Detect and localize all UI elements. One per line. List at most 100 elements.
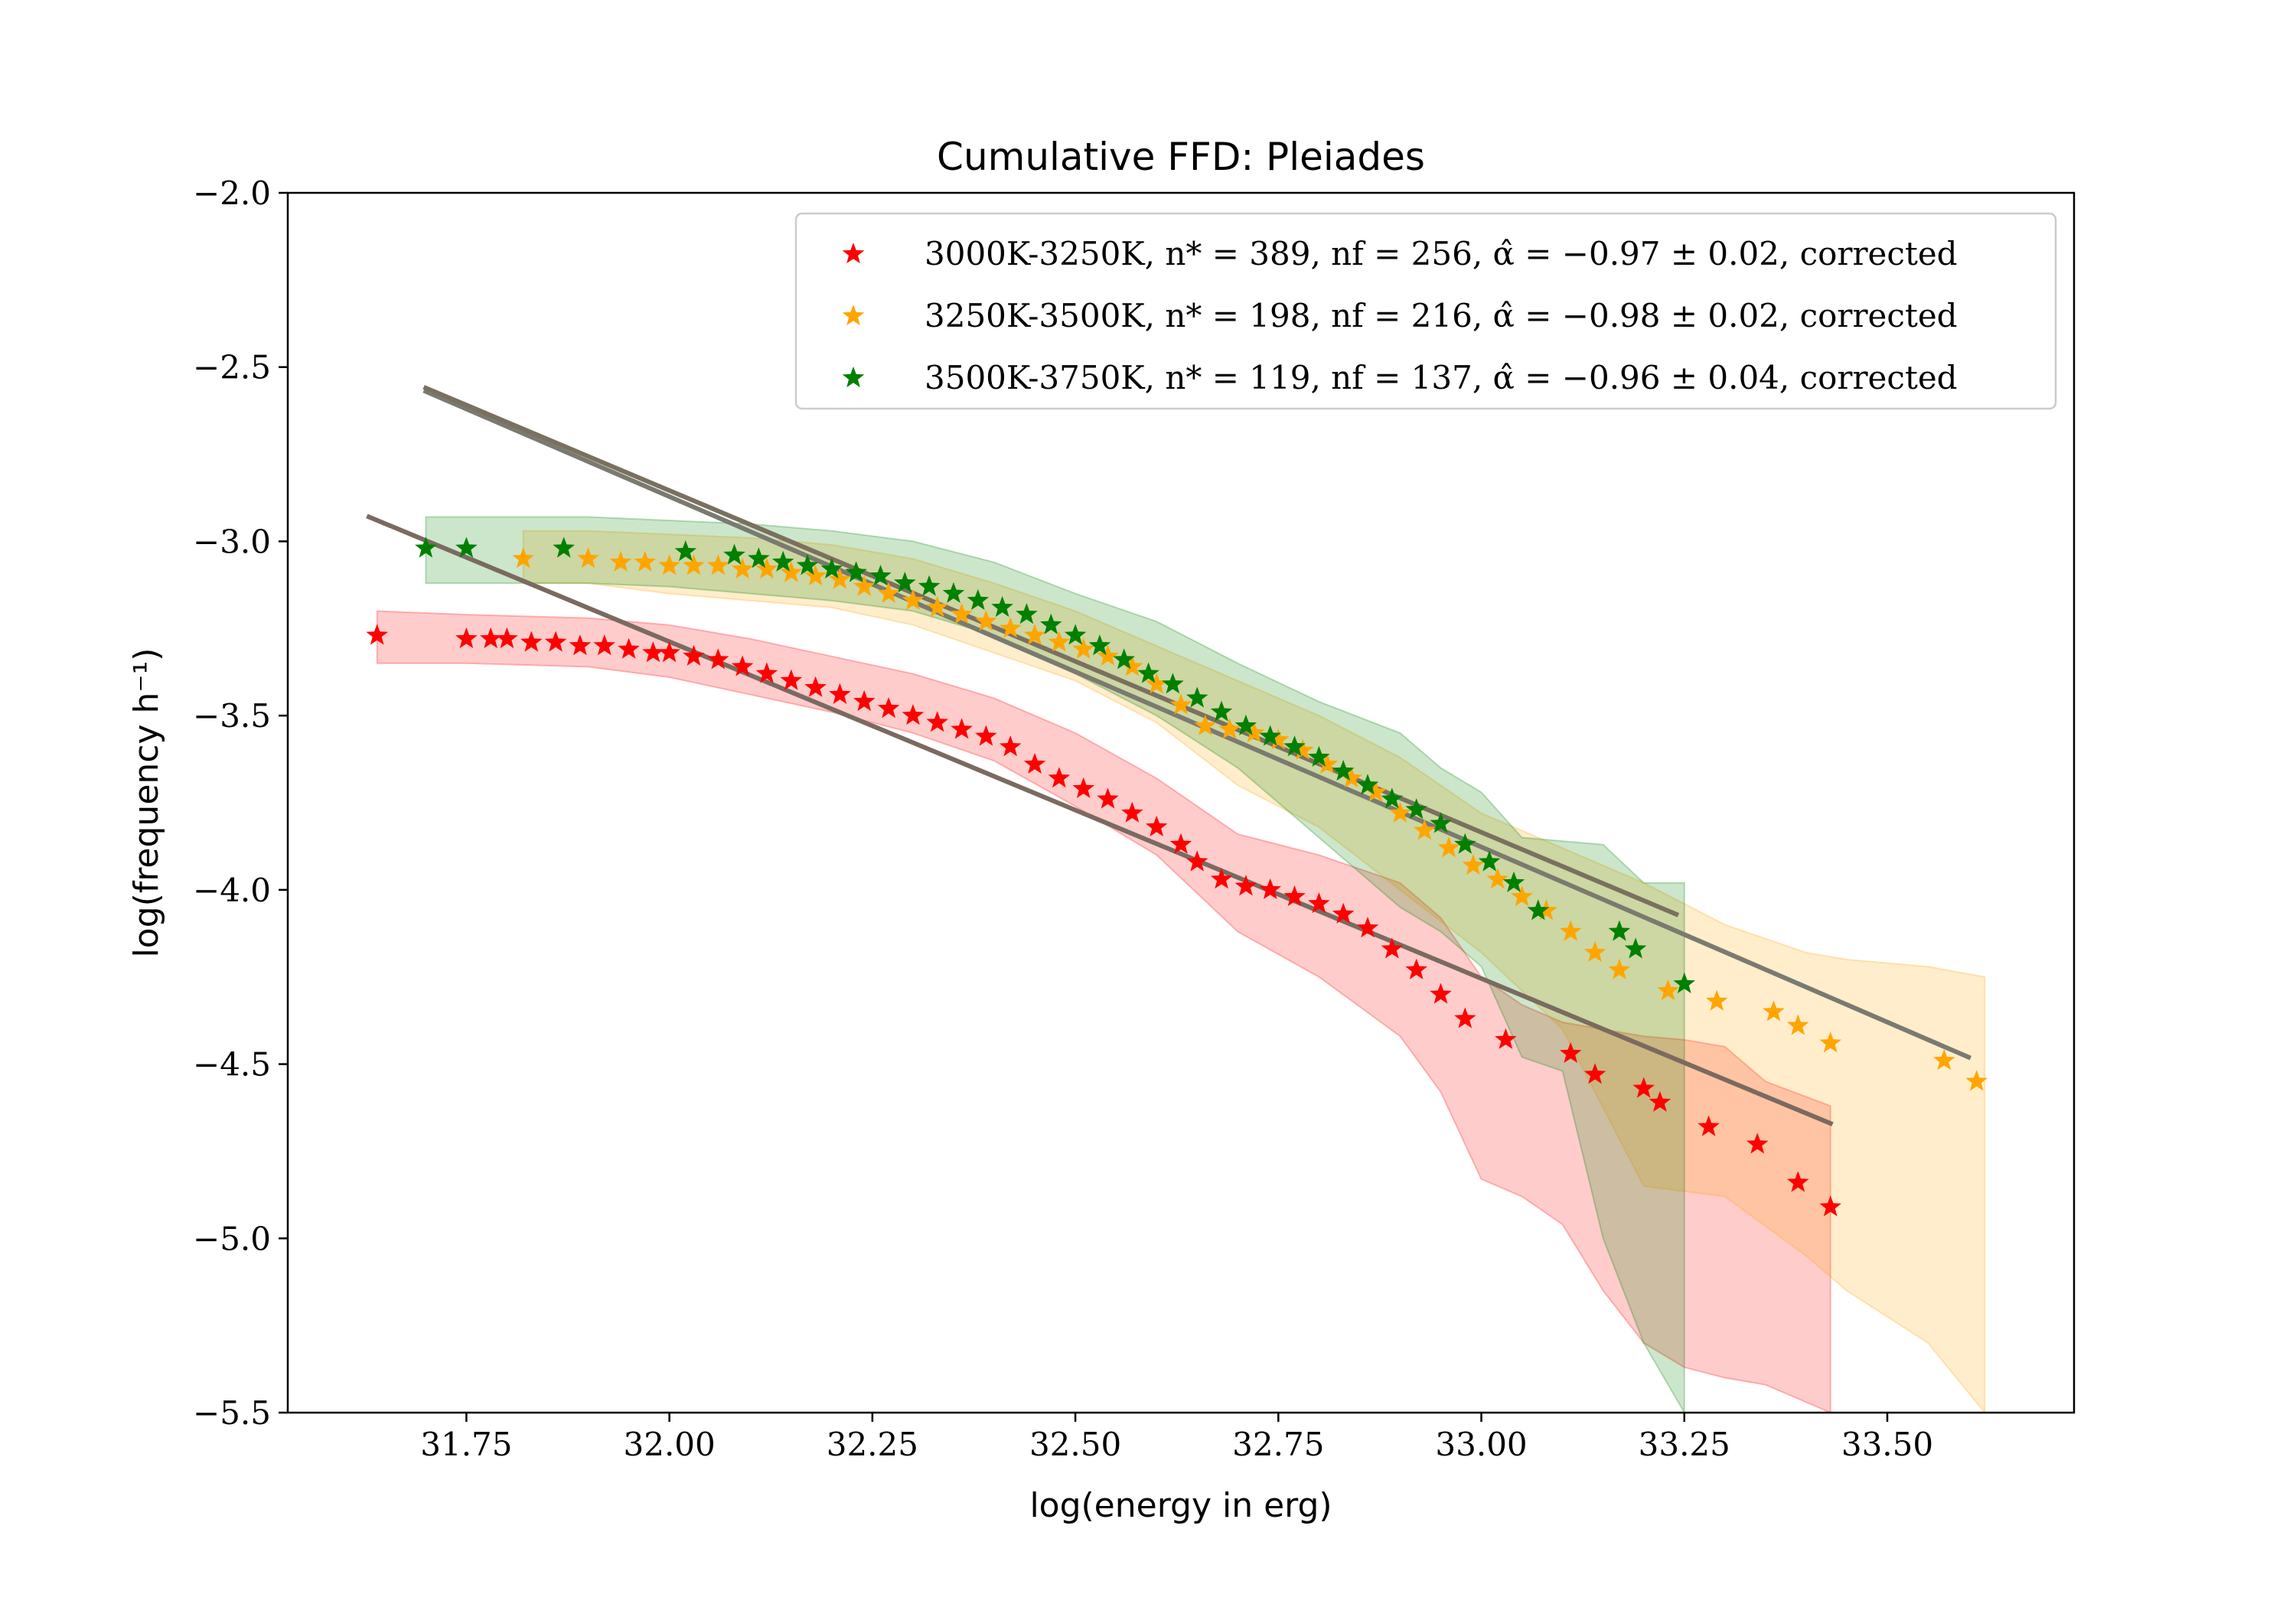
legend-label-0: 3000K-3250K, n* = 389, nf = 256, α̂ = −0… — [925, 235, 1958, 272]
series-2-point-26 — [1259, 725, 1281, 746]
series-2-point-37 — [1527, 899, 1550, 921]
series-1-point-29 — [1267, 729, 1290, 750]
series-2-point-7 — [796, 554, 819, 575]
series-1-point-2 — [609, 550, 632, 572]
series-2-point-18 — [1064, 624, 1087, 645]
series-0-point-9 — [642, 641, 664, 663]
series-0-point-41 — [1405, 958, 1427, 980]
series-0-point-38 — [1332, 902, 1355, 924]
series-1-point-10 — [804, 565, 827, 586]
x-tick-label-7: 33.50 — [1841, 1426, 1933, 1463]
series-2-point-39 — [1624, 937, 1647, 959]
x-tick-label-6: 33.25 — [1639, 1426, 1730, 1463]
series-1-point-9 — [780, 561, 802, 582]
series-1-point-16 — [951, 603, 973, 624]
series-0-point-49 — [1698, 1115, 1720, 1136]
series-1-point-40 — [1535, 899, 1557, 921]
series-0-point-23 — [975, 725, 997, 746]
series-1-point-5 — [683, 554, 705, 575]
series-0-point-33 — [1210, 868, 1233, 889]
series-1-point-28 — [1243, 721, 1265, 742]
legend-marker-0 — [842, 243, 865, 264]
series-2-point-15 — [991, 596, 1013, 618]
series-0-point-11 — [683, 644, 705, 666]
series-0-point-24 — [999, 735, 1022, 757]
band-2 — [425, 516, 1685, 1413]
series-2-point-28 — [1308, 745, 1330, 767]
series-0-point-36 — [1283, 885, 1306, 907]
series-2-point-0 — [415, 536, 437, 558]
series-1-point-34 — [1389, 801, 1411, 823]
series-0-point-4 — [520, 631, 543, 652]
series-2-point-17 — [1040, 613, 1062, 634]
y-tick-label-0: −2.0 — [193, 174, 271, 212]
series-2-point-30 — [1356, 774, 1379, 795]
series-2-point-25 — [1234, 714, 1257, 735]
series-2-point-40 — [1673, 972, 1695, 993]
series-0-point-48 — [1649, 1090, 1671, 1112]
y-tick-label-6: −5.0 — [193, 1220, 271, 1257]
series-0-point-50 — [1746, 1133, 1769, 1154]
series-1-point-19 — [1023, 624, 1046, 645]
series-2-point-21 — [1137, 662, 1159, 683]
series-1-point-50 — [1965, 1070, 1988, 1091]
series-1-point-30 — [1291, 738, 1314, 760]
series-0-point-31 — [1169, 833, 1192, 854]
series-2-point-35 — [1478, 850, 1501, 872]
series-1-point-35 — [1414, 819, 1436, 840]
series-1-point-41 — [1560, 920, 1582, 941]
series-2-point-16 — [1016, 603, 1038, 624]
y-tick-label-5: −4.5 — [193, 1046, 271, 1084]
y-tick-label-1: −2.5 — [193, 349, 271, 386]
series-2-point-19 — [1088, 634, 1111, 656]
chart-title: Cumulative FFD: Pleiades — [937, 135, 1425, 179]
series-1-point-17 — [975, 610, 997, 631]
series-2-point-8 — [820, 557, 843, 579]
legend-marker-2 — [842, 367, 865, 388]
series-1-point-49 — [1933, 1049, 1955, 1071]
series-0-point-1 — [455, 627, 478, 649]
y-tick-label-2: −3.0 — [193, 523, 271, 560]
band-0 — [376, 610, 1831, 1413]
series-0-point-22 — [951, 718, 973, 739]
x-tick-label-2: 32.25 — [827, 1426, 918, 1463]
series-2-point-6 — [771, 550, 794, 572]
series-1-point-46 — [1763, 1000, 1785, 1022]
series-0-point-30 — [1145, 815, 1168, 836]
series-0-point-14 — [755, 662, 778, 683]
series-1-point-3 — [634, 550, 657, 572]
series-1-point-45 — [1705, 989, 1728, 1011]
series-2-point-20 — [1113, 648, 1135, 670]
series-1-point-1 — [577, 547, 599, 569]
series-0-point-15 — [780, 669, 802, 690]
series-0-point-35 — [1259, 878, 1281, 899]
series-0-point-25 — [1023, 752, 1046, 774]
series-2-point-24 — [1210, 700, 1233, 722]
series-2-point-9 — [845, 561, 867, 582]
series-1-point-4 — [658, 554, 680, 575]
series-2-point-3 — [674, 540, 697, 562]
series-2-point-1 — [455, 536, 478, 558]
series-2-point-36 — [1502, 871, 1525, 892]
series-1-point-26 — [1194, 714, 1217, 735]
series-1-point-33 — [1365, 781, 1387, 802]
series-0-point-37 — [1308, 892, 1330, 914]
legend: 3000K-3250K, n* = 389, nf = 256, α̂ = −0… — [794, 212, 2057, 410]
series-0-point-46 — [1583, 1063, 1606, 1084]
series-0-point-45 — [1560, 1041, 1582, 1063]
series-0-point-28 — [1097, 787, 1119, 809]
y-tick-label-7: −5.5 — [193, 1394, 271, 1432]
series-2-point-4 — [723, 543, 745, 565]
series-0-point-12 — [707, 648, 729, 670]
series-1-point-27 — [1218, 718, 1241, 739]
series-0-point-39 — [1356, 917, 1379, 938]
series-0-point-17 — [829, 683, 851, 704]
series-1-point-8 — [755, 557, 778, 579]
series-0-point-42 — [1430, 983, 1452, 1004]
series-1-point-37 — [1462, 854, 1485, 875]
y-tick-label-4: −4.0 — [193, 872, 271, 909]
y-axis: −2.0 −2.5 −3.0 −3.5 −4.0 −4.5 −5.0 −5.5 — [193, 174, 288, 1432]
series-1-point-43 — [1608, 958, 1631, 980]
series-2-point-38 — [1608, 920, 1631, 941]
series-0-point-3 — [496, 627, 518, 649]
